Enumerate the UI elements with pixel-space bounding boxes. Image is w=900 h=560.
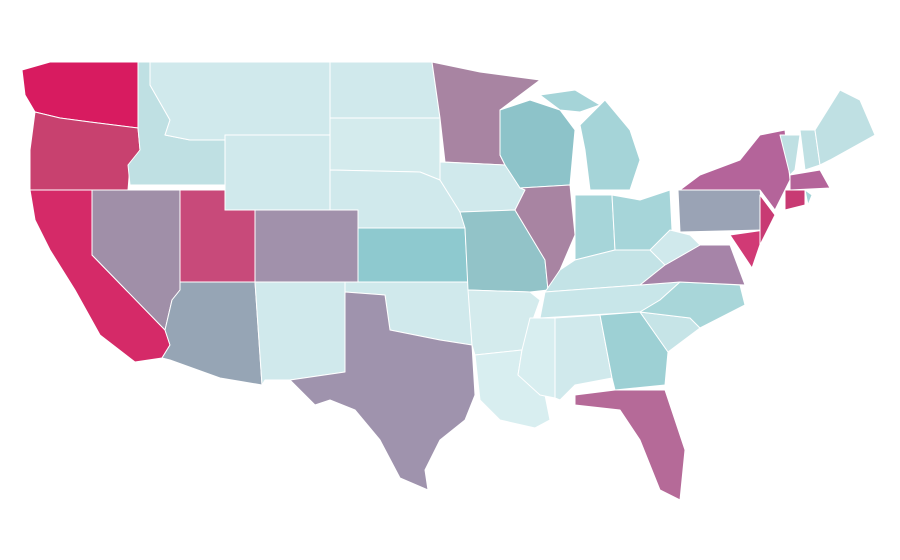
state <box>784 189 806 211</box>
state <box>814 89 876 166</box>
state <box>499 99 576 189</box>
state <box>149 61 331 141</box>
state <box>649 229 701 266</box>
state <box>514 184 576 291</box>
state <box>574 194 616 261</box>
state <box>289 291 476 491</box>
state <box>357 227 469 283</box>
state <box>579 99 641 191</box>
state <box>224 134 331 211</box>
state <box>729 229 766 269</box>
state <box>574 389 686 501</box>
state <box>539 89 601 113</box>
state <box>779 134 801 176</box>
state <box>254 209 359 283</box>
state <box>329 61 441 119</box>
state <box>254 281 346 386</box>
state <box>759 194 776 246</box>
state <box>161 281 263 386</box>
state <box>679 129 791 211</box>
state <box>677 189 766 233</box>
state <box>789 169 831 191</box>
state <box>804 189 813 206</box>
